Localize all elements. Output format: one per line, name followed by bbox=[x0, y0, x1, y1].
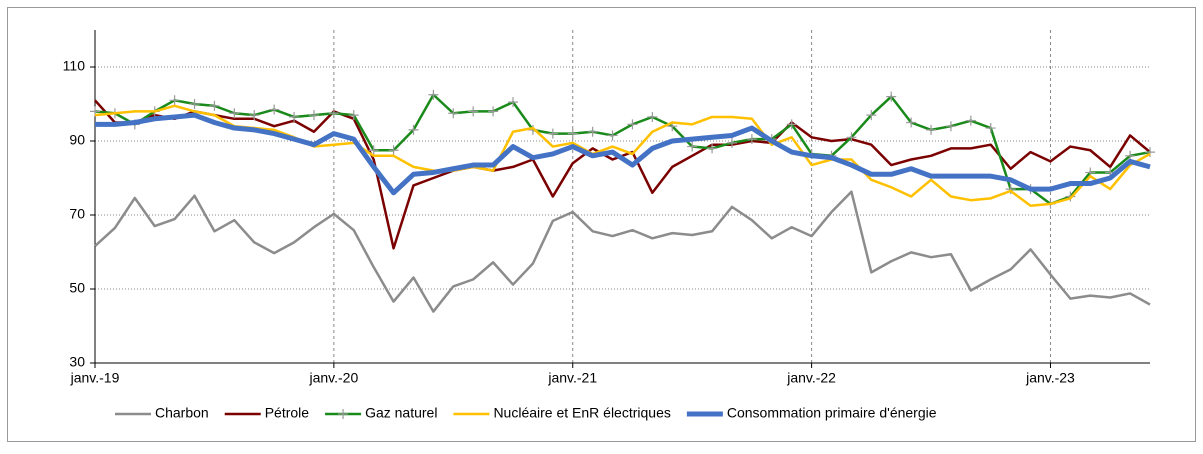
marker bbox=[567, 128, 578, 139]
marker bbox=[707, 143, 718, 154]
marker bbox=[308, 110, 319, 121]
marker bbox=[189, 99, 200, 109]
marker bbox=[229, 108, 240, 119]
legend-label: Pétrole bbox=[265, 405, 310, 421]
legend-label: Charbon bbox=[155, 405, 209, 421]
marker bbox=[328, 108, 339, 119]
marker bbox=[587, 126, 598, 137]
marker bbox=[388, 145, 399, 156]
x-tick-label: janv.-22 bbox=[786, 370, 836, 386]
marker bbox=[866, 110, 877, 121]
marker bbox=[408, 124, 419, 135]
y-tick-label: 70 bbox=[69, 206, 85, 222]
legend-marker bbox=[338, 409, 349, 419]
y-tick-label: 30 bbox=[69, 354, 85, 370]
marker bbox=[726, 137, 737, 148]
x-tick-label: janv.-19 bbox=[70, 370, 120, 386]
y-tick-label: 110 bbox=[63, 58, 86, 74]
legend-label: Consommation primaire d'énergie bbox=[727, 405, 937, 421]
marker bbox=[428, 89, 439, 100]
marker bbox=[448, 108, 459, 119]
marker bbox=[607, 130, 618, 141]
marker bbox=[846, 132, 857, 143]
marker bbox=[468, 106, 479, 117]
marker bbox=[488, 106, 499, 117]
marker bbox=[906, 117, 917, 128]
marker bbox=[647, 111, 658, 122]
marker bbox=[209, 100, 220, 111]
y-tick-label: 90 bbox=[69, 132, 85, 148]
marker bbox=[687, 141, 698, 152]
marker bbox=[786, 119, 797, 130]
marker bbox=[289, 111, 300, 122]
marker bbox=[926, 124, 937, 135]
marker bbox=[965, 115, 976, 126]
x-tick-label: janv.-21 bbox=[547, 370, 597, 386]
legend-label: Nucléaire et EnR électriques bbox=[493, 405, 670, 421]
x-tick-label: janv.-23 bbox=[1025, 370, 1075, 386]
marker bbox=[269, 104, 280, 115]
legend-label: Gaz naturel bbox=[365, 405, 437, 421]
series-line bbox=[95, 112, 1151, 196]
marker bbox=[169, 95, 180, 106]
marker bbox=[746, 134, 757, 145]
marker bbox=[627, 119, 638, 130]
marker bbox=[249, 110, 260, 121]
marker bbox=[1145, 147, 1155, 158]
marker bbox=[945, 121, 956, 132]
marker bbox=[508, 97, 519, 108]
chart-border bbox=[7, 7, 1196, 442]
y-tick-label: 50 bbox=[69, 280, 85, 296]
marker bbox=[547, 128, 558, 139]
marker bbox=[886, 91, 897, 102]
x-tick-label: janv.-20 bbox=[308, 370, 358, 386]
marker bbox=[985, 123, 996, 134]
marker bbox=[368, 145, 379, 156]
series-line bbox=[94, 190, 1151, 313]
series-line bbox=[94, 93, 1151, 206]
marker bbox=[348, 110, 359, 121]
series-line bbox=[94, 104, 1151, 207]
